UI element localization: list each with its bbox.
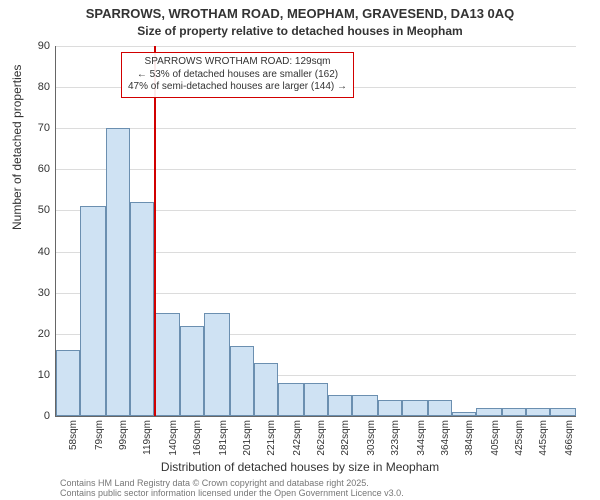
y-tick: 90 — [38, 40, 50, 52]
y-axis-label: Number of detached properties — [10, 65, 24, 230]
gridline — [56, 46, 576, 47]
histogram-bar — [130, 202, 154, 416]
annotation-box: SPARROWS WROTHAM ROAD: 129sqm ← 53% of d… — [121, 52, 354, 98]
x-tick: 262sqm — [316, 420, 327, 456]
title-main: SPARROWS, WROTHAM ROAD, MEOPHAM, GRAVESE… — [0, 6, 600, 21]
attribution-line-2: Contains public sector information licen… — [60, 488, 404, 498]
histogram-bar — [230, 346, 254, 416]
histogram-bar — [526, 408, 550, 416]
y-tick: 0 — [44, 410, 50, 422]
x-tick: 466sqm — [564, 420, 575, 456]
histogram-bar — [550, 408, 576, 416]
histogram-bar — [502, 408, 526, 416]
y-tick: 40 — [38, 246, 50, 258]
x-tick: 58sqm — [68, 420, 79, 450]
histogram-bar — [278, 383, 304, 416]
y-tick: 20 — [38, 328, 50, 340]
x-tick: 282sqm — [340, 420, 351, 456]
histogram-bar — [56, 350, 80, 416]
histogram-bar — [452, 412, 476, 416]
x-tick: 344sqm — [416, 420, 427, 456]
histogram-bar — [428, 400, 452, 416]
attribution: Contains HM Land Registry data © Crown c… — [60, 478, 404, 499]
x-axis-label: Distribution of detached houses by size … — [0, 460, 600, 474]
histogram-bar — [352, 395, 378, 416]
y-tick: 70 — [38, 122, 50, 134]
gridline — [56, 169, 576, 170]
histogram-bar — [154, 313, 180, 416]
x-tick: 303sqm — [366, 420, 377, 456]
x-tick: 201sqm — [242, 420, 253, 456]
y-tick: 80 — [38, 81, 50, 93]
x-tick: 99sqm — [118, 420, 129, 450]
histogram-bar — [378, 400, 402, 416]
y-tick: 30 — [38, 287, 50, 299]
histogram-bar — [304, 383, 328, 416]
x-tick: 405sqm — [490, 420, 501, 456]
y-tick: 60 — [38, 163, 50, 175]
annotation-line-1: SPARROWS WROTHAM ROAD: 129sqm — [128, 56, 347, 69]
x-tick: 425sqm — [514, 420, 525, 456]
x-tick: 221sqm — [266, 420, 277, 456]
histogram-bar — [402, 400, 428, 416]
x-tick: 364sqm — [440, 420, 451, 456]
histogram-bar — [106, 128, 130, 416]
histogram-bar — [180, 326, 204, 416]
annotation-line-3: 47% of semi-detached houses are larger (… — [128, 81, 347, 94]
x-tick: 119sqm — [142, 420, 153, 455]
y-tick: 10 — [38, 369, 50, 381]
histogram-bar — [204, 313, 230, 416]
x-tick: 160sqm — [192, 420, 203, 456]
histogram-bar — [254, 363, 278, 416]
histogram-bar — [328, 395, 352, 416]
x-tick: 323sqm — [390, 420, 401, 456]
attribution-line-1: Contains HM Land Registry data © Crown c… — [60, 478, 404, 488]
x-tick: 181sqm — [218, 420, 229, 456]
annotation-line-2: ← 53% of detached houses are smaller (16… — [128, 69, 347, 82]
histogram-bar — [476, 408, 502, 416]
histogram-plot: 010203040506070809058sqm79sqm99sqm119sqm… — [55, 46, 576, 417]
y-tick: 50 — [38, 204, 50, 216]
x-tick: 140sqm — [168, 420, 179, 456]
x-tick: 445sqm — [538, 420, 549, 456]
x-tick: 384sqm — [464, 420, 475, 456]
x-tick: 79sqm — [94, 420, 105, 450]
histogram-bar — [80, 206, 106, 416]
title-sub: Size of property relative to detached ho… — [0, 24, 600, 38]
gridline — [56, 128, 576, 129]
x-tick: 242sqm — [292, 420, 303, 456]
marker-line — [154, 46, 156, 416]
